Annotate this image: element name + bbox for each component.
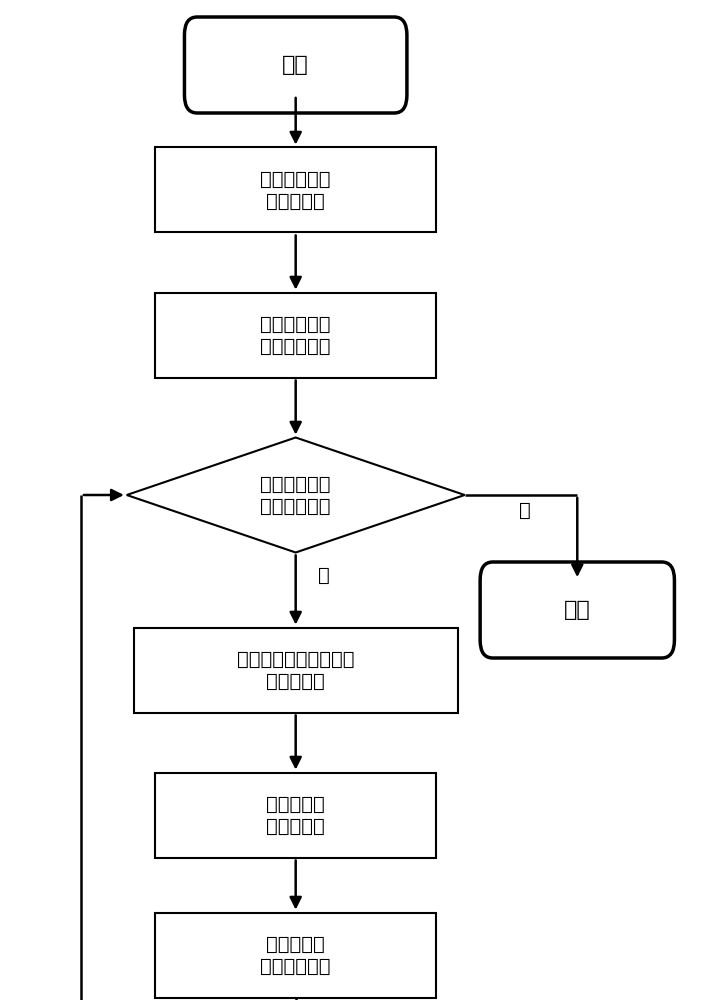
Bar bbox=[155, 147, 436, 232]
Text: 否: 否 bbox=[318, 566, 329, 584]
Text: 配重后再次
偏心补偿操作: 配重后再次 偏心补偿操作 bbox=[260, 934, 331, 976]
Text: 根据配平方案加载配重
块进行补偿: 根据配平方案加载配重 块进行补偿 bbox=[237, 650, 354, 690]
Text: 不加配重块的
偏心补偿操作: 不加配重块的 偏心补偿操作 bbox=[260, 314, 331, 356]
Bar bbox=[155, 292, 436, 377]
FancyBboxPatch shape bbox=[480, 562, 674, 658]
Text: 不加配重块的
量标定操作: 不加配重块的 量标定操作 bbox=[260, 169, 331, 211]
Polygon shape bbox=[127, 438, 465, 552]
Bar bbox=[134, 628, 458, 712]
Text: 结束: 结束 bbox=[564, 600, 591, 620]
Bar bbox=[155, 912, 436, 998]
Bar bbox=[155, 772, 436, 857]
Text: 开始: 开始 bbox=[282, 55, 309, 75]
FancyBboxPatch shape bbox=[184, 17, 407, 113]
Text: 配重后再次
量标定操作: 配重后再次 量标定操作 bbox=[266, 794, 325, 836]
Text: 是: 是 bbox=[519, 500, 530, 520]
Text: 系统不平衡量
满足要求否？: 系统不平衡量 满足要求否？ bbox=[260, 475, 331, 516]
